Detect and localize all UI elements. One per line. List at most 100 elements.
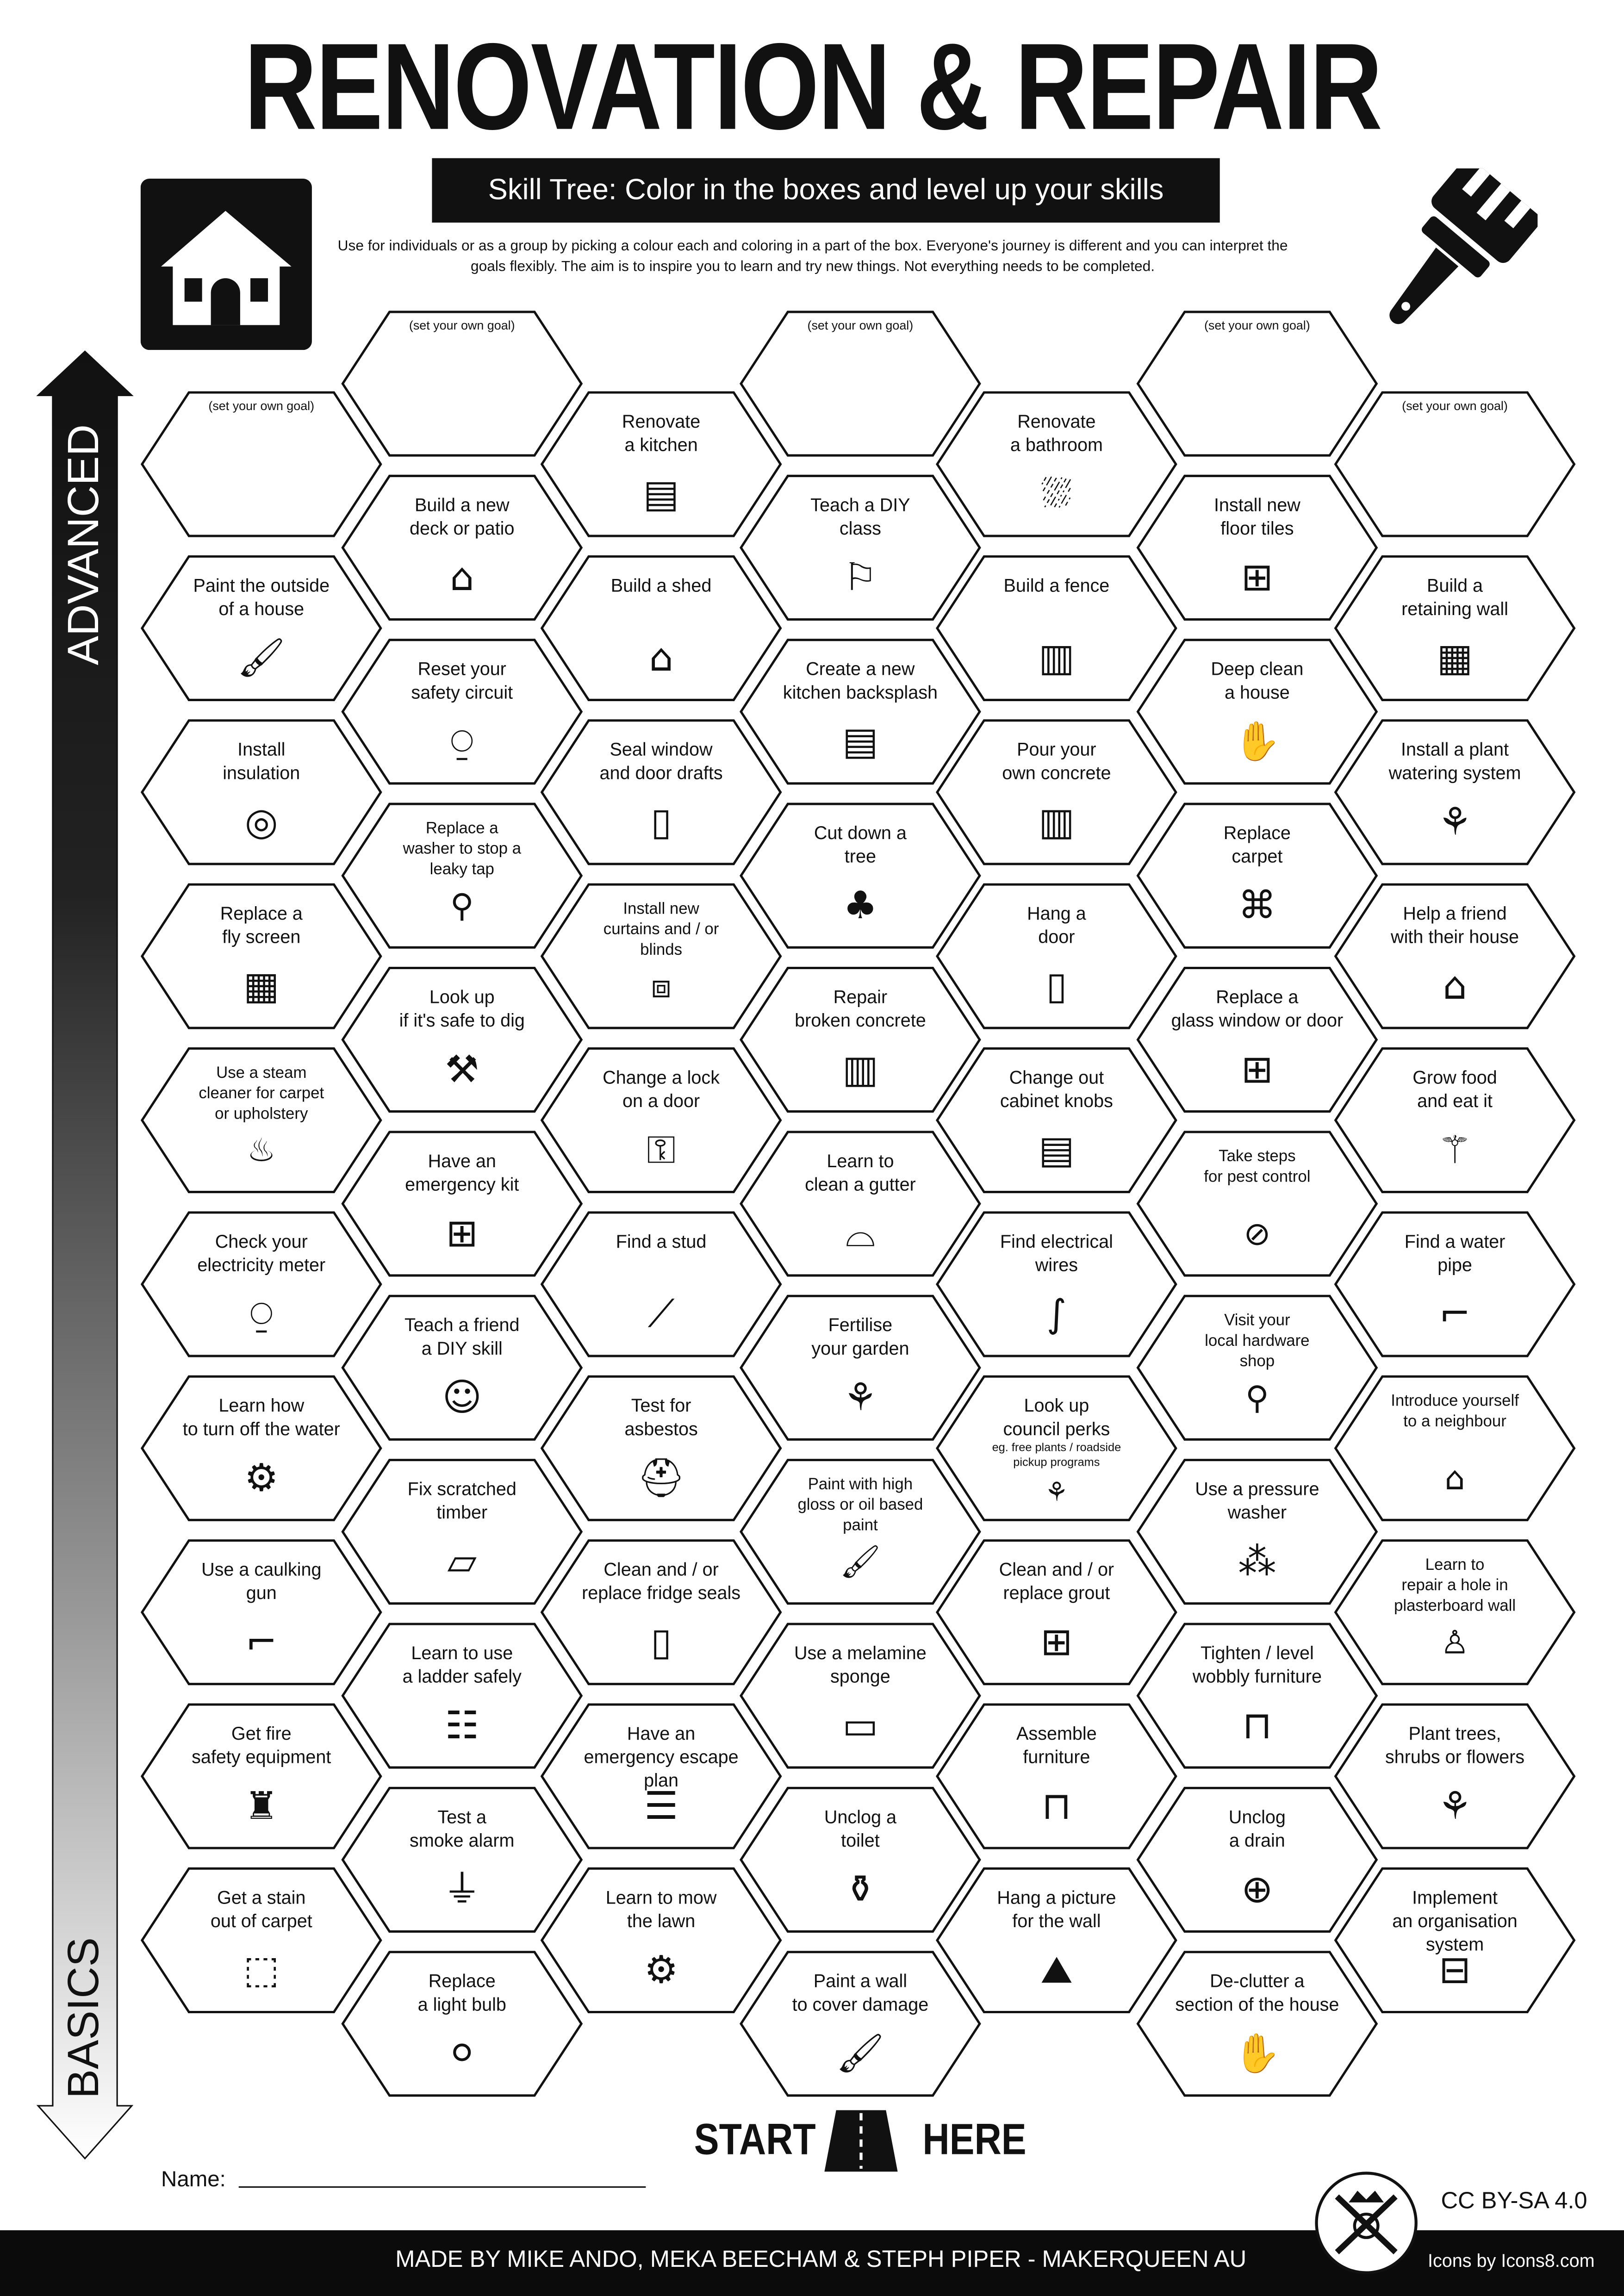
- skill-hex[interactable]: Use a melamine sponge ▭: [740, 1623, 981, 1769]
- skill-hex[interactable]: Have an emergency escape plan ☰: [540, 1703, 782, 1849]
- skill-label: Find a water pipe: [1404, 1232, 1506, 1276]
- tiles-icon: ⊞: [1241, 556, 1273, 601]
- skill-hex[interactable]: Find electrical wires ∫: [936, 1211, 1177, 1357]
- skill-hex[interactable]: Create a new kitchen backsplash ▤: [740, 639, 981, 785]
- skill-hex[interactable]: Build a retaining wall ▦: [1334, 555, 1576, 701]
- skill-hex-custom-goal[interactable]: (set your own goal): [341, 311, 583, 457]
- skill-hex[interactable]: Change out cabinet knobs ▤: [936, 1047, 1177, 1194]
- skill-hex[interactable]: Hang a door ▯: [936, 883, 1177, 1029]
- skill-hex[interactable]: Build a new deck or patio ⌂: [341, 474, 583, 621]
- skill-hex[interactable]: Paint the outside of a house 🖌: [140, 555, 382, 701]
- skill-hex[interactable]: Repair broken concrete ▥: [740, 966, 981, 1113]
- hex-outline: [1334, 1047, 1576, 1194]
- intro-text: Use for individuals or as a group by pic…: [337, 238, 1288, 275]
- skill-hex[interactable]: Assemble furniture ⊓: [936, 1703, 1177, 1849]
- skill-hex[interactable]: Fix scratched timber ▱: [341, 1458, 583, 1605]
- skill-hex-custom-goal[interactable]: (set your own goal): [1136, 311, 1378, 457]
- tiles-icon: ⊞: [1040, 1621, 1073, 1665]
- location-pin-icon: ⚲: [1245, 1381, 1269, 1418]
- skill-hex[interactable]: Use a caulking gun ⌐: [140, 1539, 382, 1686]
- skill-hex[interactable]: Install new curtains and / or blinds ⧈: [540, 883, 782, 1029]
- skill-hex[interactable]: Install new floor tiles ⊞: [1136, 474, 1378, 621]
- skill-hex[interactable]: Build a fence ▥: [936, 555, 1177, 701]
- skill-hex[interactable]: Replace a light bulb ⚪: [341, 1951, 583, 2097]
- skill-hex[interactable]: Renovate a kitchen ▤: [540, 391, 782, 537]
- skill-hex[interactable]: Use a pressure washer ⁂: [1136, 1458, 1378, 1605]
- skill-hex[interactable]: Renovate a bathroom ⛆: [936, 391, 1177, 537]
- skill-hex[interactable]: Look up if it's safe to dig ⚒: [341, 966, 583, 1113]
- skill-hex[interactable]: Unclog a toilet ⚱: [740, 1786, 981, 1933]
- skill-hex[interactable]: Help a friend with their house ⌂: [1334, 883, 1576, 1029]
- skill-hex[interactable]: De-clutter a section of the house ✋: [1136, 1951, 1378, 2097]
- skill-hex[interactable]: Install insulation ◎: [140, 719, 382, 865]
- skill-hex[interactable]: Test a smoke alarm ⏚: [341, 1786, 583, 1933]
- skill-hex[interactable]: Pour your own concrete ▥: [936, 719, 1177, 865]
- hex-outline: [140, 555, 382, 701]
- skill-hex[interactable]: Reset your safety circuit ⍜: [341, 639, 583, 785]
- skill-hex-custom-goal[interactable]: (set your own goal): [140, 391, 382, 537]
- skill-hex[interactable]: Learn to use a ladder safely ☷: [341, 1623, 583, 1769]
- skill-label: Learn to use a ladder safely: [402, 1643, 522, 1687]
- skill-hex[interactable]: Learn to clean a gutter ⌓: [740, 1131, 981, 1277]
- skill-hex[interactable]: Tighten / level wobbly furniture ⊓: [1136, 1623, 1378, 1769]
- skill-hex-custom-goal[interactable]: (set your own goal): [740, 311, 981, 457]
- skill-hex[interactable]: Visit your local hardware shop ⚲: [1136, 1294, 1378, 1441]
- skill-hex[interactable]: Clean and / or replace fridge seals ▯: [540, 1539, 782, 1686]
- toilet-icon: ⚱: [844, 1868, 877, 1913]
- plant-icon: ⚘: [1437, 1785, 1472, 1829]
- skill-hex[interactable]: Teach a DIY class ⚐: [740, 474, 981, 621]
- skill-label: Replace a washer to stop a leaky tap: [403, 820, 521, 879]
- pipe-icon: ⌐: [1439, 1293, 1471, 1337]
- skill-hex[interactable]: Learn to mow the lawn ⚙: [540, 1867, 782, 2014]
- skill-hex[interactable]: Check your electricity meter ⍜: [140, 1211, 382, 1357]
- skill-hex[interactable]: Introduce yourself to a neighbour ⌂: [1334, 1375, 1576, 1521]
- skill-hex[interactable]: Change a lock on a door ⚿: [540, 1047, 782, 1194]
- skill-hex[interactable]: Get fire safety equipment ♜: [140, 1703, 382, 1849]
- fence-icon: ▥: [1038, 637, 1075, 681]
- skill-hex[interactable]: Seal window and door drafts ▯: [540, 719, 782, 865]
- skill-hex[interactable]: Learn to repair a hole in plasterboard w…: [1334, 1539, 1576, 1686]
- skill-label: Install insulation: [223, 739, 300, 784]
- skill-label: Replace carpet: [1223, 823, 1291, 867]
- skill-hex[interactable]: Have an emergency kit ⊞: [341, 1131, 583, 1277]
- skill-hex-custom-goal[interactable]: (set your own goal): [1334, 391, 1576, 537]
- skill-hex[interactable]: Clean and / or replace grout ⊞: [936, 1539, 1177, 1686]
- skill-hex[interactable]: Cut down a tree ♣: [740, 803, 981, 949]
- skill-hex[interactable]: Grow food and eat it ⚚: [1334, 1047, 1576, 1194]
- skill-hex[interactable]: Replace a fly screen ▦: [140, 883, 382, 1029]
- skill-label: Check your electricity meter: [197, 1232, 326, 1276]
- skill-hex[interactable]: Teach a friend a DIY skill ☺: [341, 1294, 583, 1441]
- insulation-roll-icon: ◎: [244, 801, 278, 845]
- skill-hex[interactable]: Find a stud ⟋: [540, 1211, 782, 1357]
- hex-outline: [1136, 1459, 1378, 1605]
- skill-hex[interactable]: Take steps for pest control ⊘: [1136, 1131, 1378, 1277]
- house-deck-icon: ⌂: [450, 556, 474, 601]
- skill-hex[interactable]: Test for asbestos ⛑: [540, 1375, 782, 1521]
- skill-label: Build a new deck or patio: [410, 495, 515, 539]
- skill-label: Repair broken concrete: [795, 987, 926, 1031]
- skill-label: Deep clean a house: [1211, 659, 1304, 703]
- skill-hex[interactable]: Use a steam cleaner for carpet or uphols…: [140, 1047, 382, 1194]
- plant-icon: ⚘: [843, 1376, 877, 1421]
- skill-hex[interactable]: Install a plant watering system ⚘: [1334, 719, 1576, 865]
- hex-outline: [936, 1539, 1177, 1686]
- skill-hex[interactable]: Paint a wall to cover damage 🖌: [740, 1951, 981, 2097]
- hex-outline: [1334, 1211, 1576, 1357]
- skill-hex[interactable]: Hang a picture for the wall ⛰: [936, 1867, 1177, 2014]
- skill-hex[interactable]: Learn how to turn off the water ⚙: [140, 1375, 382, 1521]
- skill-hex[interactable]: Replace a washer to stop a leaky tap ⚲: [341, 803, 583, 949]
- skill-hex[interactable]: Plant trees, shrubs or flowers ⚘: [1334, 1703, 1576, 1849]
- skill-hex[interactable]: Replace carpet ⌘: [1136, 803, 1378, 949]
- name-field[interactable]: [238, 2186, 646, 2188]
- skill-hex[interactable]: Unclog a drain ⊕: [1136, 1786, 1378, 1933]
- skill-hex[interactable]: Replace a glass window or door ⊞: [1136, 966, 1378, 1113]
- skill-hex[interactable]: Fertilise your garden ⚘: [740, 1294, 981, 1441]
- skill-hex[interactable]: Paint with high gloss or oil based paint…: [740, 1458, 981, 1605]
- skill-hex[interactable]: Look up council perks eg. free plants / r…: [936, 1375, 1177, 1521]
- skill-hex[interactable]: Find a water pipe ⌐: [1334, 1211, 1576, 1357]
- skill-label: Build a fence: [1003, 575, 1110, 596]
- skill-hex[interactable]: Get a stain out of carpet ⬚: [140, 1867, 382, 2014]
- skill-hex[interactable]: Deep clean a house ✋: [1136, 639, 1378, 785]
- skill-hex[interactable]: Build a shed ⌂: [540, 555, 782, 701]
- skill-hex[interactable]: Implement an organisation system ⊟: [1334, 1867, 1576, 2014]
